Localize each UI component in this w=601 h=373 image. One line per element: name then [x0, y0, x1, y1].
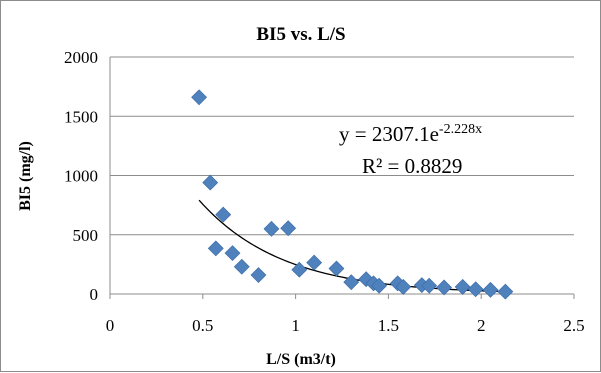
gridlines [110, 56, 574, 236]
data-point [224, 245, 241, 262]
data-point [482, 281, 499, 298]
data-point [263, 220, 280, 237]
trendline-equation: y = 2307.1e-2.228x [339, 122, 482, 146]
data-point [371, 277, 388, 294]
chart-title: BI5 vs. L/S [256, 24, 345, 45]
equation-base: y = 2307.1e [339, 122, 439, 146]
data-point [454, 278, 471, 295]
data-points [191, 89, 514, 300]
data-point [291, 261, 308, 278]
x-axis-label: L/S (m3/t) [266, 351, 336, 368]
data-point [436, 279, 453, 296]
data-point [328, 260, 345, 277]
data-point [202, 174, 219, 191]
data-point [421, 277, 438, 294]
data-point [250, 267, 267, 283]
equation-exponent: -2.228x [439, 122, 482, 137]
y-tick-label: 500 [73, 226, 99, 245]
y-tick-label: 0 [90, 285, 99, 304]
y-tick-label: 2000 [64, 48, 98, 67]
data-point [207, 240, 224, 257]
x-tick-label: 0 [106, 316, 115, 335]
x-tick-label: 1 [291, 316, 300, 335]
y-axis-label: BI5 (mg/l) [17, 141, 34, 211]
data-point [191, 89, 208, 106]
x-tick-label: 1.5 [378, 316, 399, 335]
x-tick-label: 0.5 [192, 316, 213, 335]
axes [109, 57, 575, 299]
data-point [467, 281, 484, 298]
data-point [395, 278, 412, 295]
data-point [497, 283, 514, 300]
x-tick-labels: 0 0.5 1 1.5 2 2.5 [106, 316, 585, 335]
data-point [343, 274, 360, 291]
y-tick-label: 1000 [64, 167, 98, 186]
data-point [280, 220, 297, 237]
y-tick-label: 1500 [64, 107, 98, 126]
y-tick-labels: 0 500 1000 1500 2000 [64, 48, 98, 304]
data-point [215, 206, 232, 223]
data-point [306, 254, 323, 271]
x-tick-label: 2.5 [563, 316, 584, 335]
r-squared-label: R² = 0.8829 [362, 154, 462, 178]
x-tick-label: 2 [477, 316, 486, 335]
data-point [233, 258, 250, 275]
